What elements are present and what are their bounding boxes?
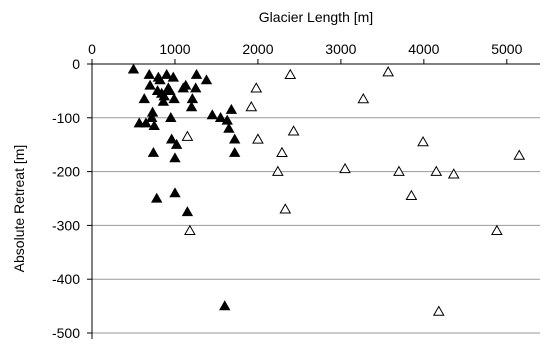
filled-triangle-point — [160, 68, 173, 79]
y-tick-label: -100 — [52, 110, 80, 126]
open-triangle-point — [252, 133, 264, 144]
filled-triangle-point — [143, 68, 155, 79]
open-triangle-point — [250, 82, 263, 93]
filled-triangle-point — [127, 63, 140, 74]
open-triangle-point — [357, 92, 370, 104]
filled-triangle-point — [190, 82, 202, 93]
filled-triangle-point — [147, 146, 160, 157]
filled-triangle-point — [223, 122, 235, 133]
filled-triangle-point — [221, 114, 233, 125]
filled-triangle-point — [167, 71, 179, 82]
open-triangle-point — [430, 165, 443, 176]
filled-triangle-point — [170, 138, 183, 149]
open-triangle-point — [417, 136, 429, 147]
filled-triangle-point — [206, 109, 218, 120]
open-triangle-point — [447, 168, 460, 179]
filled-triangle-point — [180, 79, 192, 90]
x-axis-title: Glacier Length [m] — [259, 9, 373, 25]
filled-triangle-point — [157, 95, 170, 106]
open-triangle-point — [405, 189, 418, 201]
x-tick-label: 4000 — [408, 41, 439, 57]
y-tick-label: -500 — [52, 325, 80, 339]
filled-triangle-point — [158, 90, 170, 101]
x-tick-label: 1000 — [159, 41, 190, 57]
tick-labels: 0 1000 2000 3000 4000 5000 0 -100 -200 -300 -400 -5… — [52, 41, 523, 341]
filled-triangle-point — [229, 133, 241, 144]
filled-triangle-point — [186, 93, 199, 104]
filled-triangle-point — [146, 111, 158, 122]
x-tick-label: 5000 — [491, 41, 522, 57]
x-tick-label: 2000 — [242, 41, 273, 57]
filled-triangle-point — [200, 74, 213, 85]
filled-triangle-point — [165, 133, 178, 144]
open-triangle-point — [287, 125, 300, 136]
filled-triangle-point — [144, 79, 156, 90]
y-tick-label: -400 — [52, 271, 80, 287]
filled-triangle-point — [164, 85, 176, 96]
filled-triangle-point — [185, 101, 198, 112]
open-triangle-point — [432, 305, 445, 316]
y-tick-label: -300 — [52, 217, 80, 233]
x-tick-label: 0 — [88, 41, 96, 57]
open-triangle-point — [382, 66, 395, 77]
open-triangle-point — [393, 165, 405, 176]
filled-triangle-point — [146, 106, 159, 117]
open-triangle-point — [245, 101, 258, 112]
open-triangle-point — [339, 162, 351, 174]
filled-triangle-point — [140, 117, 152, 128]
filled-triangle-point — [169, 152, 181, 163]
filled-triangle-point — [168, 93, 180, 104]
open-triangle-point — [284, 68, 297, 80]
filled-triangle-point — [219, 300, 231, 311]
open-triangle-point — [513, 149, 526, 160]
y-tick-label: -200 — [52, 164, 80, 180]
open-triangle-point — [184, 224, 196, 236]
filled-triangle-point — [190, 68, 203, 79]
filled-triangle-point — [151, 192, 163, 203]
filled-triangle-point — [165, 111, 177, 122]
filled-triangle-point — [154, 74, 166, 85]
data-points — [127, 63, 526, 316]
axes — [87, 59, 540, 339]
filled-triangle-point — [148, 120, 160, 131]
open-triangle-point — [279, 203, 292, 214]
filled-triangle-point — [225, 103, 238, 114]
open-triangle-point — [271, 165, 284, 176]
open-triangle-point — [181, 130, 194, 141]
filled-triangle-point — [169, 187, 181, 198]
x-tick-label: 3000 — [325, 41, 356, 57]
filled-triangle-point — [138, 93, 150, 104]
y-tick-label: 0 — [72, 56, 80, 72]
open-triangle-point — [490, 224, 503, 236]
filled-triangle-point — [229, 146, 241, 157]
y-axis-title: Absolute Retreat [m] — [11, 145, 27, 273]
grid-lines — [92, 117, 540, 334]
filled-triangle-point — [181, 206, 194, 217]
filled-triangle-point — [214, 111, 227, 122]
open-triangle-point — [276, 146, 288, 158]
